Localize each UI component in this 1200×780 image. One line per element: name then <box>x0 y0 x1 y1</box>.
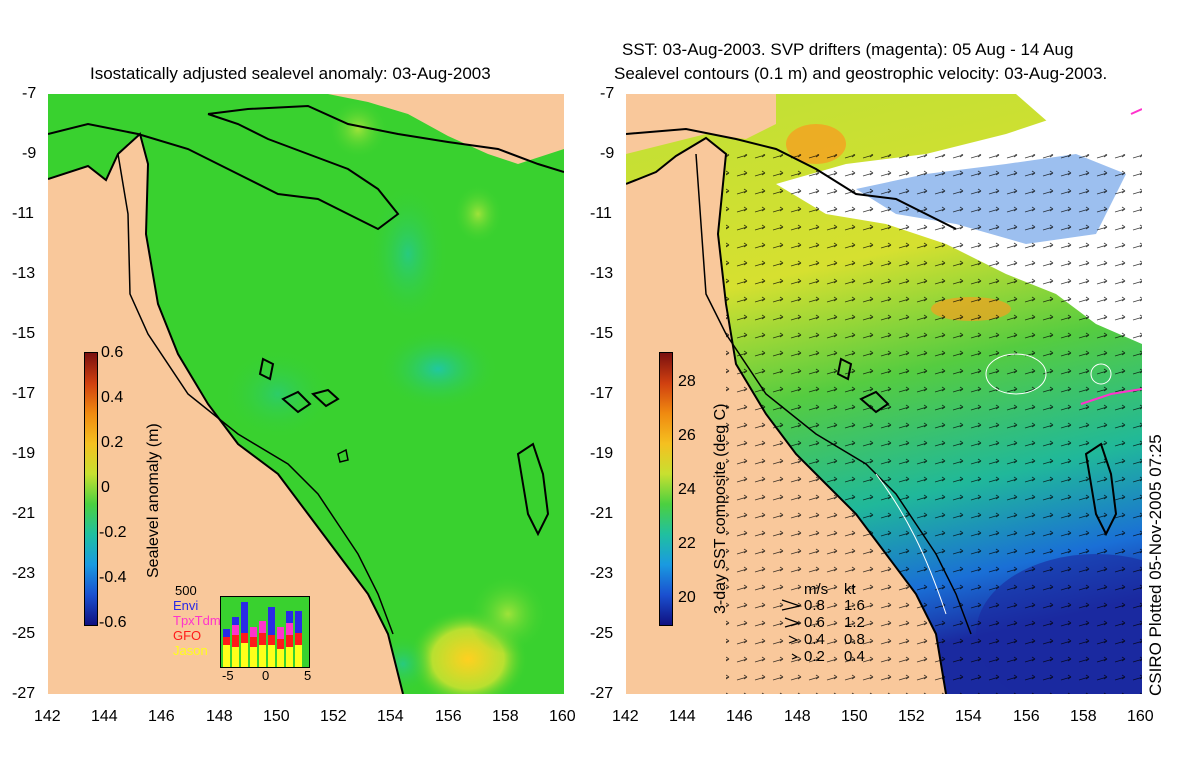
right-lon-tick: 146 <box>726 708 753 725</box>
velocity-legend-kt-2: 0.8 <box>844 631 865 648</box>
sla-cbar-tick-2: 0.2 <box>101 434 124 451</box>
sla-cbar-tick-1: 0.4 <box>101 389 124 406</box>
left-lat-tick: -9 <box>22 145 37 162</box>
right-map-title-line2: Sealevel contours (0.1 m) and geostrophi… <box>614 64 1108 83</box>
right-lat-tick: -25 <box>590 625 614 642</box>
inset-xtick-2: 5 <box>304 668 312 683</box>
right-lon-tick: 152 <box>898 708 925 725</box>
velocity-legend-ms-1: 0.6 <box>804 614 825 631</box>
left-lon-tick: 150 <box>263 708 290 725</box>
right-lon-tick: 154 <box>955 708 982 725</box>
velocity-legend-ms-2: 0.4 <box>804 631 825 648</box>
left-map-title: Isostatically adjusted sealevel anomaly:… <box>90 64 491 83</box>
left-lat-tick: -21 <box>12 505 36 522</box>
right-lon-tick: 160 <box>1127 708 1154 725</box>
right-lat-tick: -17 <box>590 385 614 402</box>
sla-cbar-tick-6: -0.6 <box>99 614 127 631</box>
right-map-title-line1: SST: 03-Aug-2003. SVP drifters (magenta)… <box>622 40 1074 59</box>
left-map-sealevel-anomaly <box>48 94 564 694</box>
sst-colorbar <box>659 352 673 626</box>
velocity-legend-header-ms: m/s <box>804 581 829 598</box>
sla-cbar-tick-0: 0.6 <box>101 344 124 361</box>
right-lon-tick: 142 <box>612 708 639 725</box>
inset-source-gfo: GFO <box>173 628 202 643</box>
left-lat-tick: -13 <box>12 265 36 282</box>
inset-source-envi: Envi <box>173 598 199 613</box>
left-lat-tick: -7 <box>22 85 37 102</box>
inset-top-label: 500 <box>175 583 197 598</box>
left-lat-tick: -17 <box>12 385 36 402</box>
left-lon-tick: 160 <box>549 708 576 725</box>
sst-colorbar-label: 3-day SST composite (deg C) <box>712 403 729 614</box>
sealevel-colorbar <box>84 352 98 626</box>
sla-colorbar-label: Sealevel anomaly (m) <box>145 423 162 578</box>
velocity-legend-ms-0: 0.8 <box>804 597 825 614</box>
left-lat-tick: -11 <box>12 205 34 222</box>
left-lat-tick: -15 <box>12 325 36 342</box>
right-lat-tick: -11 <box>590 205 612 222</box>
sla-cbar-tick-4: -0.2 <box>99 524 127 541</box>
right-lat-tick: -15 <box>590 325 614 342</box>
velocity-legend-kt-0: 1.6 <box>844 597 865 614</box>
left-lon-tick: 154 <box>377 708 404 725</box>
right-lon-tick: 150 <box>841 708 868 725</box>
right-map-sst <box>626 94 1142 694</box>
inset-source-tpxtdm: TpxTdm <box>173 613 221 628</box>
right-lon-tick: 148 <box>784 708 811 725</box>
csiro-credit: CSIRO Plotted 05-Nov-2005 07:25 <box>1146 434 1165 696</box>
right-lat-tick: -19 <box>590 445 614 462</box>
velocity-legend-kt-3: 0.4 <box>844 648 865 665</box>
left-lon-tick: 148 <box>206 708 233 725</box>
velocity-legend-arrows-icon <box>781 599 803 660</box>
left-lon-tick: 142 <box>34 708 61 725</box>
right-lat-tick: -13 <box>590 265 614 282</box>
left-lat-tick: -27 <box>12 685 36 702</box>
sst-cbar-tick-24: 24 <box>678 481 696 498</box>
right-lon-tick: 158 <box>1070 708 1097 725</box>
sst-cbar-tick-22: 22 <box>678 535 696 552</box>
velocity-legend-ms-3: 0.2 <box>804 648 825 665</box>
left-lon-tick: 152 <box>320 708 347 725</box>
left-lat-tick: -19 <box>12 445 36 462</box>
sst-cbar-tick-26: 26 <box>678 427 696 444</box>
left-lon-tick: 146 <box>148 708 175 725</box>
right-lat-tick: -27 <box>590 685 614 702</box>
velocity-legend-header-kt: kt <box>844 581 856 598</box>
right-lon-tick: 144 <box>669 708 696 725</box>
sla-cbar-tick-5: -0.4 <box>99 569 127 586</box>
left-lon-tick: 158 <box>492 708 519 725</box>
left-lon-tick: 156 <box>435 708 462 725</box>
sst-cbar-tick-20: 20 <box>678 589 696 606</box>
left-lat-tick: -25 <box>12 625 36 642</box>
right-lon-tick: 156 <box>1013 708 1040 725</box>
inset-xtick-1: 0 <box>262 668 270 683</box>
left-lon-tick: 144 <box>91 708 118 725</box>
right-lat-tick: -9 <box>600 145 615 162</box>
inset-xtick-0: -5 <box>222 668 234 683</box>
inset-stacked-bars <box>220 596 310 668</box>
right-lat-tick: -23 <box>590 565 614 582</box>
velocity-legend-kt-1: 1.2 <box>844 614 865 631</box>
sst-cbar-tick-28: 28 <box>678 373 696 390</box>
right-lat-tick: -7 <box>600 85 615 102</box>
left-lat-tick: -23 <box>12 565 36 582</box>
right-lat-tick: -21 <box>590 505 614 522</box>
sla-cbar-tick-3: 0 <box>101 479 110 496</box>
inset-source-jason: Jason <box>173 643 208 658</box>
